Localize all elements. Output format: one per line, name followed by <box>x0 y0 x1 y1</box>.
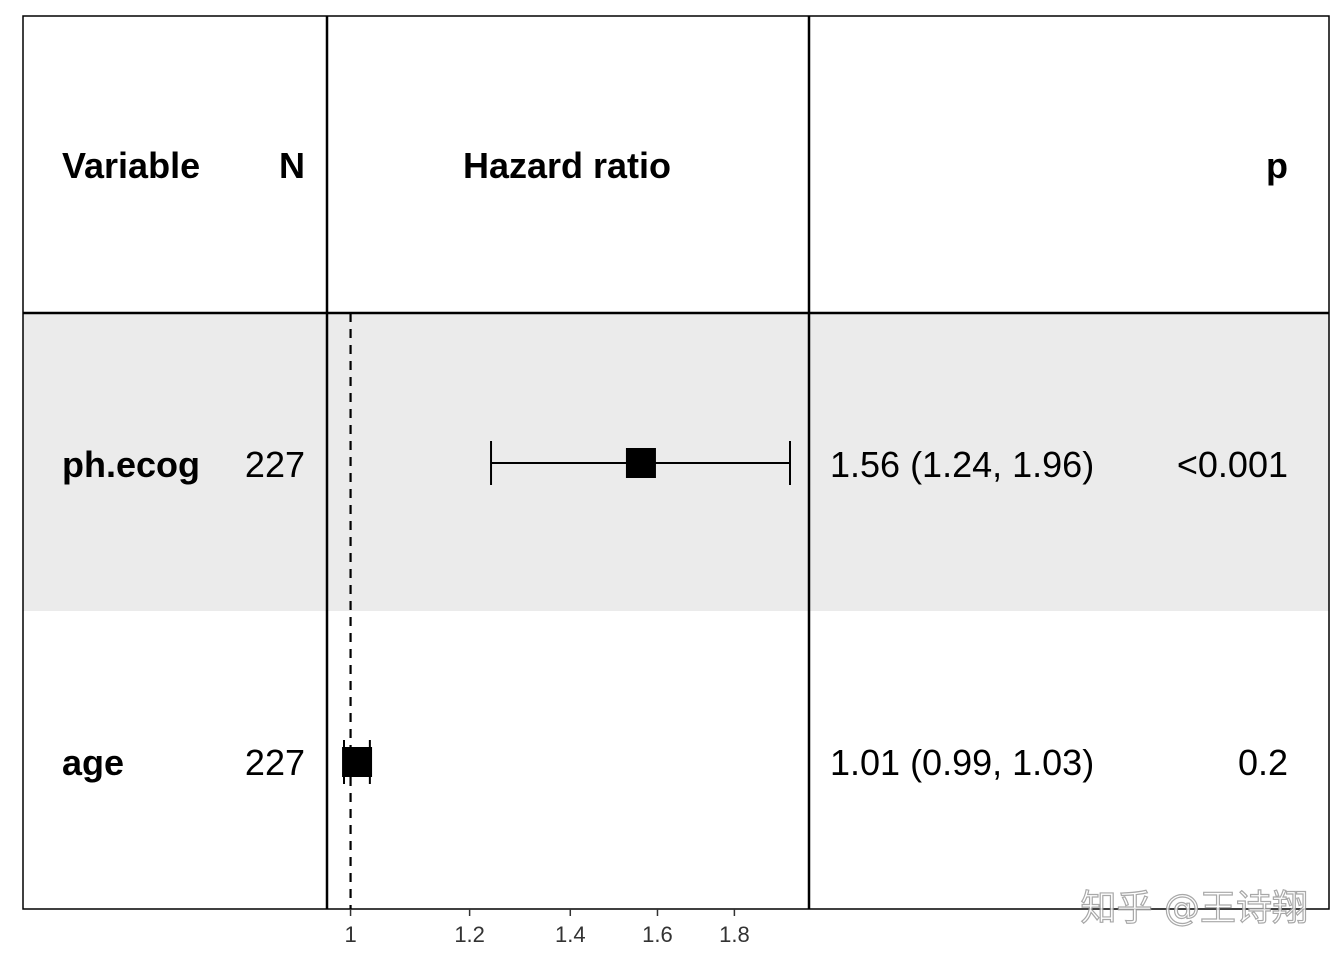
row-ph-ecog-p: <0.001 <box>1177 444 1288 485</box>
table-border <box>22 15 1330 910</box>
header-hazard-ratio: Hazard ratio <box>463 145 671 186</box>
row-ph-ecog-estimate: 1.56 (1.24, 1.96) <box>830 444 1094 485</box>
x-axis: 1 1.2 1.4 1.6 1.8 <box>344 909 750 947</box>
x-tick-label-3: 1.6 <box>642 922 673 947</box>
row-ph-ecog-variable: ph.ecog <box>62 444 200 485</box>
header-variable: Variable <box>62 145 200 186</box>
point-estimate-ph-ecog <box>625 448 656 478</box>
watermark: 知乎 @王诗翔 <box>1081 888 1308 929</box>
plot-marks <box>342 313 791 909</box>
x-tick-label-0: 1 <box>344 922 356 947</box>
x-tick-label-2: 1.4 <box>555 922 586 947</box>
x-tick-label-1: 1.2 <box>454 922 485 947</box>
header-n: N <box>279 145 305 186</box>
row-ph-ecog-n: 227 <box>245 444 305 485</box>
row-age-variable: age <box>62 742 124 783</box>
row-age-p: 0.2 <box>1238 742 1288 783</box>
point-estimate-age <box>342 747 373 777</box>
header-p: p <box>1266 145 1288 186</box>
row-age-estimate: 1.01 (0.99, 1.03) <box>830 742 1094 783</box>
row-age-n: 227 <box>245 742 305 783</box>
x-tick-label-4: 1.8 <box>719 922 750 947</box>
